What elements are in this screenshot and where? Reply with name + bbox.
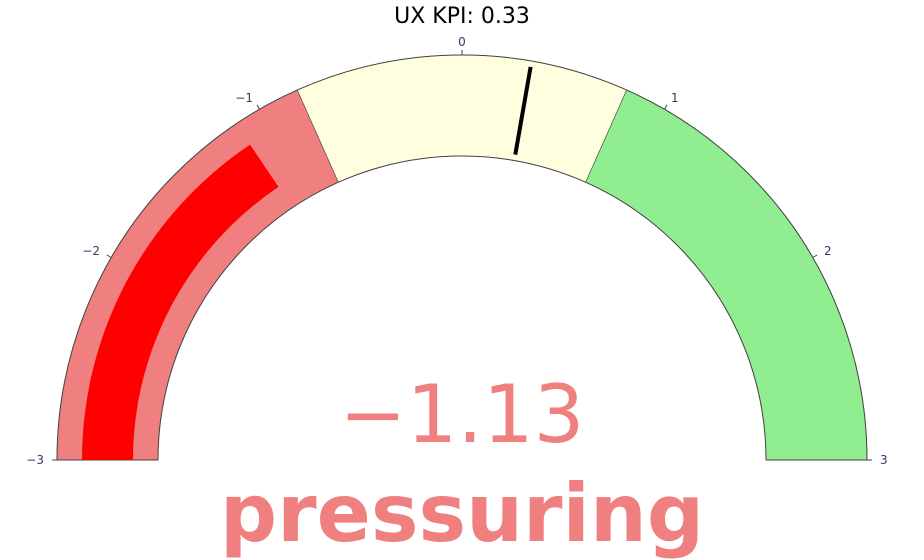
gauge-tick-label: 2 (824, 244, 832, 258)
gauge-tick-label: −3 (26, 453, 44, 467)
gauge-value: −1.13 (339, 368, 584, 461)
gauge-tick-mark (256, 104, 260, 110)
gauge-step-2 (585, 89, 868, 461)
gauge-tick-mark (664, 104, 668, 110)
gauge-outline (56, 54, 868, 461)
gauge-bar-layer (82, 144, 279, 460)
gauge-tick-label: −2 (82, 244, 100, 258)
gauge-tick-label: 0 (458, 35, 466, 49)
gauge-tick-label: 3 (880, 453, 888, 467)
gauge-tick-mark (812, 254, 818, 258)
gauge-step-1 (296, 54, 628, 183)
gauge-ticks: −3 −2 −1 0 1 2 3 (26, 35, 887, 467)
chart-title: UX KPI: 0.33 (394, 4, 530, 29)
gauge-threshold-layer (513, 66, 533, 155)
gauge-tick-mark (106, 254, 112, 258)
gauge-threshold-line (513, 66, 533, 155)
gauge-value-bar (82, 144, 279, 460)
gauge-status-label: pressuring (220, 467, 704, 560)
gauge-tick-label: −1 (235, 91, 253, 105)
gauge-tick-label: 1 (671, 91, 679, 105)
